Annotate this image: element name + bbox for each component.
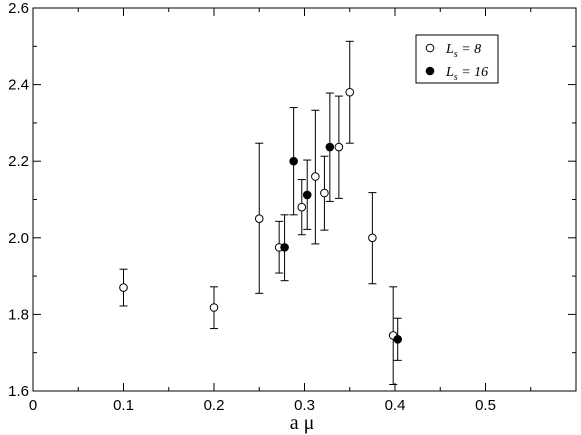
filled-point xyxy=(302,190,312,200)
filled-point xyxy=(393,334,403,344)
open-point xyxy=(334,142,344,152)
legend-label: Ls = 16 xyxy=(445,65,488,83)
y-tick-label: 2.0 xyxy=(8,230,29,247)
y-tick-label: 2.4 xyxy=(8,77,29,94)
x-tick-label: 0.2 xyxy=(204,397,225,414)
axis-ticks: 0 0.1 0.2 0.3 0.4 0.5 1.6 1.8 2.0 2.2 2.4 2.6 xyxy=(8,0,576,414)
open-point xyxy=(254,214,264,223)
open-point xyxy=(368,233,377,243)
x-tick-label: 0 xyxy=(29,397,37,414)
legend-label: Ls = 8 xyxy=(445,42,481,60)
open-point xyxy=(345,87,355,97)
open-point xyxy=(119,283,128,292)
open-point xyxy=(209,303,219,312)
data-points xyxy=(119,40,403,385)
y-tick-label: 2.2 xyxy=(8,153,29,170)
legend-marker xyxy=(425,66,435,76)
legend-box xyxy=(415,34,499,84)
x-tick-label: 0.1 xyxy=(113,397,134,414)
legend-marker xyxy=(425,43,435,53)
filled-point xyxy=(325,142,335,152)
y-tick-label: 1.8 xyxy=(8,306,29,323)
legend: Ls = 8 Ls = 16 xyxy=(415,34,499,84)
filled-point xyxy=(280,243,289,252)
x-tick-label: 0.3 xyxy=(294,397,315,414)
x-tick-label: 0.4 xyxy=(385,397,406,414)
open-point xyxy=(297,202,307,212)
open-point xyxy=(311,172,320,181)
filled-point xyxy=(289,156,298,166)
x-tick-label: 0.5 xyxy=(475,397,496,414)
y-tick-label: 1.6 xyxy=(8,383,29,400)
y-tick-label: 2.6 xyxy=(8,0,29,17)
open-point xyxy=(320,188,329,198)
x-axis-label: a μ xyxy=(290,412,315,434)
